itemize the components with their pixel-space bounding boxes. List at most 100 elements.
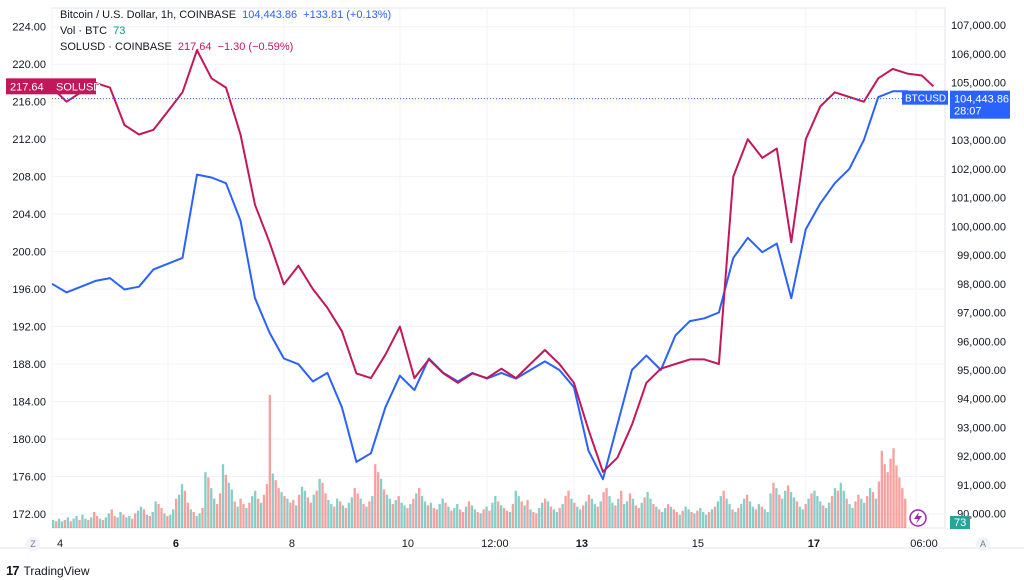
volume-bar	[136, 510, 140, 528]
volume-bar	[151, 512, 154, 528]
volume-bar	[842, 490, 845, 528]
btc-line	[51, 90, 934, 481]
volume-bar	[415, 493, 418, 528]
x-axis[interactable]: 4 6 8 10 12:00 13 15 17 06:00	[57, 538, 938, 550]
left-tick-label: 188.00	[12, 359, 46, 371]
auto-scale-button[interactable]: A	[976, 537, 990, 551]
volume-bar	[409, 504, 412, 528]
volume-bar	[792, 497, 796, 528]
volume-bar	[397, 496, 400, 528]
volume-bar	[242, 504, 245, 528]
plot-frame	[51, 7, 946, 529]
volume-bar	[379, 478, 383, 528]
volume-bar	[681, 510, 684, 528]
sol-line	[51, 49, 935, 473]
volume-bar	[365, 506, 368, 528]
volume-bar	[766, 512, 769, 528]
volume-bar	[297, 494, 301, 528]
right-tick-label: 95,000.00	[957, 365, 1006, 377]
legend-volume[interactable]: Vol · BTC 73	[60, 25, 131, 37]
sol-change: −1.30 (−0.59%)	[217, 41, 294, 53]
volume-bar	[163, 513, 166, 528]
volume-bar	[256, 498, 260, 528]
volume-bar	[227, 482, 231, 528]
volume-bar	[90, 517, 93, 528]
volume-bar	[210, 488, 213, 528]
volume-bar	[57, 518, 61, 528]
volume-bar	[330, 504, 333, 528]
volume-bar	[561, 504, 564, 528]
volume-bar	[122, 514, 125, 528]
volume-bar	[435, 509, 438, 528]
volume-bar	[822, 505, 825, 528]
volume-bar	[201, 508, 204, 528]
volume-bar	[816, 496, 819, 528]
volume-bar	[374, 464, 377, 528]
volume-bar	[798, 506, 801, 528]
volume-bar	[745, 494, 749, 528]
volume-bar	[643, 497, 646, 528]
volume-bar	[602, 492, 605, 528]
volume-bar	[769, 493, 772, 528]
volume-bar	[259, 502, 263, 528]
volume-bar	[186, 502, 190, 528]
volume-bar	[614, 505, 617, 528]
volume-bar	[277, 488, 280, 528]
volume-bar	[675, 512, 679, 528]
right-tick-label: 99,000.00	[957, 250, 1006, 262]
volume-bar	[368, 501, 371, 528]
volume-bar	[719, 496, 722, 528]
sol-price-tag	[6, 78, 96, 95]
x-tick-label: 13	[576, 538, 588, 550]
volume-bar	[344, 508, 348, 528]
volume-bar	[757, 504, 760, 528]
volume-bar	[804, 504, 807, 528]
volume-bar	[898, 477, 901, 528]
left-tick-label: 212.00	[12, 134, 46, 146]
volume-bar	[385, 494, 389, 528]
volume-bar	[707, 512, 711, 528]
volume-bar	[189, 509, 192, 528]
sol-price-tag-value: 217.64	[10, 81, 44, 93]
btc-name-tag-text: BTCUSD	[905, 94, 946, 105]
volume-bar	[523, 505, 526, 528]
left-tick-label: 192.00	[12, 322, 46, 334]
zoom-reset-button[interactable]: Z	[26, 537, 40, 551]
right-axis[interactable]: 90,000.0091,000.0092,000.0093,000.0094,0…	[951, 20, 1006, 520]
right-tick-label: 105,000.00	[951, 78, 1006, 90]
btc-price-tag-value: 104,443.86	[954, 94, 1009, 106]
volume-bar	[441, 498, 444, 528]
volume-bar	[321, 482, 324, 528]
right-tick-label: 94,000.00	[957, 394, 1006, 406]
volume-bar	[218, 493, 222, 528]
volume-bar	[863, 502, 866, 528]
volume-bar	[892, 448, 895, 528]
volume-bar	[172, 509, 175, 528]
volume-bar	[324, 493, 327, 528]
volume-bar	[514, 490, 517, 528]
left-axis[interactable]: 172.00 176.00 180.00 184.00 188.00 192.00 196.…	[12, 22, 46, 521]
volume-bar	[420, 496, 424, 528]
legend-main[interactable]: Bitcoin / U.S. Dollar, 1h, COINBASE 104,4…	[60, 9, 397, 21]
volume-bar	[403, 505, 406, 528]
volume-bar	[669, 506, 673, 528]
volume-bar	[81, 514, 84, 528]
volume-bar	[87, 520, 90, 528]
volume-bar	[133, 513, 137, 528]
volume-bar	[400, 502, 403, 528]
volume-bar	[819, 501, 822, 528]
volume-bar	[716, 501, 720, 528]
volume-bar	[101, 520, 105, 528]
volume-bar	[213, 498, 216, 528]
right-tick-label: 100,000.00	[951, 221, 1006, 233]
btc-change: +133.81 (+0.13%)	[303, 9, 392, 21]
volume-bar	[341, 505, 345, 528]
volume-bar	[649, 498, 652, 528]
volume-bar	[353, 488, 356, 528]
volume-bar	[599, 501, 602, 528]
volume-bar	[538, 508, 541, 528]
legend-sol[interactable]: SOLUSD · COINBASE 217.64 −1.30 (−0.59%)	[60, 41, 299, 53]
btc-price-tag	[950, 90, 1010, 119]
volume-bar	[567, 490, 570, 528]
